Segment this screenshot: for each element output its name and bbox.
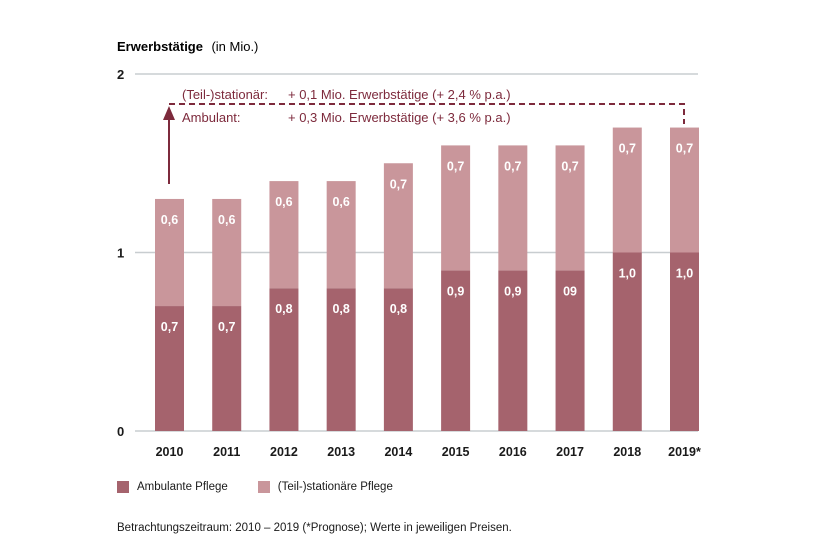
x-tick-label-2015: 2015 <box>442 445 470 459</box>
y-tick-label-1: 1 <box>117 246 124 261</box>
legend: Ambulante Pflege (Teil-)stationäre Pfleg… <box>117 481 423 493</box>
annotation-ambulant-text: + 0,3 Mio. Erwerbstätige (+ 3,6 % p.a.) <box>288 110 511 125</box>
legend-swatch-ambulant <box>117 481 129 493</box>
bar-stationaer-2012 <box>269 181 299 289</box>
bar-ambulant-2010 <box>155 306 184 431</box>
annotation-ambulant-label: Ambulant: <box>182 110 241 125</box>
bar-ambulant-2014 <box>383 288 413 431</box>
x-axis-ticks: 2010 2011 2012 2013 2014 2015 2016 2017 2018 2019… <box>156 445 701 459</box>
data-label-stationaer-2016: 0,7 <box>504 159 521 173</box>
x-tick-label-2013: 2013 <box>327 445 355 459</box>
bars: 0,7 0,6 0,7 0,6 0,8 0,6 0,8 0,6 0,8 0,7 0,9 0,7 0,9 0… <box>155 127 699 431</box>
bar-stationaer-2015 <box>441 145 471 271</box>
data-label-ambulant-2013: 0,8 <box>332 302 349 316</box>
data-label-ambulant-2010: 0,7 <box>161 320 178 334</box>
bar-ambulant-2018 <box>612 252 642 431</box>
data-label-stationaer-2013: 0,6 <box>332 195 349 209</box>
bar-stationaer-2017 <box>555 145 585 271</box>
data-label-stationaer-2011: 0,6 <box>218 213 235 227</box>
bar-stationaer-2018 <box>612 127 642 253</box>
bar-stationaer-2013 <box>326 181 356 289</box>
legend-label-ambulant: Ambulante Pflege <box>137 481 228 493</box>
x-tick-label-2016: 2016 <box>499 445 527 459</box>
x-tick-label-2019: 2019* <box>668 445 701 459</box>
bar-ambulant-2012 <box>269 288 299 431</box>
data-label-stationaer-2010: 0,6 <box>161 213 178 227</box>
legend-label-stationaer: (Teil-)stationäre Pflege <box>277 481 393 493</box>
bar-ambulant-2016 <box>498 270 528 431</box>
x-tick-label-2010: 2010 <box>156 445 184 459</box>
growth-dashed-line <box>169 103 685 124</box>
bar-ambulant-2015 <box>441 270 471 431</box>
data-label-stationaer-2017: 0,7 <box>561 159 578 173</box>
data-label-ambulant-2019: 1,0 <box>676 267 693 281</box>
y-tick-label-0: 0 <box>117 424 124 439</box>
growth-arrow-head <box>163 106 175 120</box>
y-axis-ticks: 0 1 2 <box>117 67 124 439</box>
x-tick-label-2011: 2011 <box>213 445 240 459</box>
y-axis-title-main: Erwerbstätige <box>117 39 203 54</box>
growth-annotation: (Teil-)stationär: + 0,1 Mio. Erwerbstäti… <box>163 87 685 184</box>
x-tick-label-2012: 2012 <box>270 445 298 459</box>
y-axis-title: Erwerbstätige (in Mio.) <box>117 38 258 55</box>
data-label-ambulant-2017: 09 <box>563 284 577 298</box>
legend-item-stationaer: (Teil-)stationäre Pflege <box>257 481 393 493</box>
bar-ambulant-2017 <box>555 270 585 431</box>
data-label-stationaer-2018: 0,7 <box>619 142 636 156</box>
annotation-stationaer-text: + 0,1 Mio. Erwerbstätige (+ 2,4 % p.a.) <box>288 87 511 102</box>
x-tick-label-2014: 2014 <box>384 445 412 459</box>
bar-stationaer-2014 <box>383 163 413 289</box>
legend-item-ambulant: Ambulante Pflege <box>117 481 228 493</box>
bar-ambulant-2013 <box>326 288 356 431</box>
y-axis-title-unit: (in Mio.) <box>211 39 258 54</box>
bar-stationaer-2010 <box>155 198 184 307</box>
bar-ambulant-2019 <box>670 252 699 431</box>
data-label-ambulant-2018: 1,0 <box>619 267 636 281</box>
bar-ambulant-2011 <box>212 306 242 431</box>
x-tick-label-2018: 2018 <box>613 445 641 459</box>
data-label-ambulant-2015: 0,9 <box>447 284 464 298</box>
y-tick-label-2: 2 <box>117 67 124 82</box>
bar-stationaer-2019 <box>670 127 699 253</box>
bar-stationaer-2011 <box>212 198 242 307</box>
annotation-stationaer-label: (Teil-)stationär: <box>182 87 268 102</box>
data-label-stationaer-2014: 0,7 <box>390 177 407 191</box>
data-label-ambulant-2016: 0,9 <box>504 284 521 298</box>
legend-swatch-stationaer <box>257 481 270 493</box>
data-label-stationaer-2015: 0,7 <box>447 159 464 173</box>
data-label-ambulant-2014: 0,8 <box>390 302 407 316</box>
data-label-ambulant-2011: 0,7 <box>218 320 235 334</box>
footnote: Betrachtungszeitraum: 2010 – 2019 (*Prog… <box>117 522 512 534</box>
data-label-stationaer-2019: 0,7 <box>676 142 693 156</box>
data-label-ambulant-2012: 0,8 <box>275 302 292 316</box>
x-tick-label-2017: 2017 <box>556 445 584 459</box>
data-label-stationaer-2012: 0,6 <box>275 195 292 209</box>
bar-stationaer-2016 <box>498 145 528 271</box>
